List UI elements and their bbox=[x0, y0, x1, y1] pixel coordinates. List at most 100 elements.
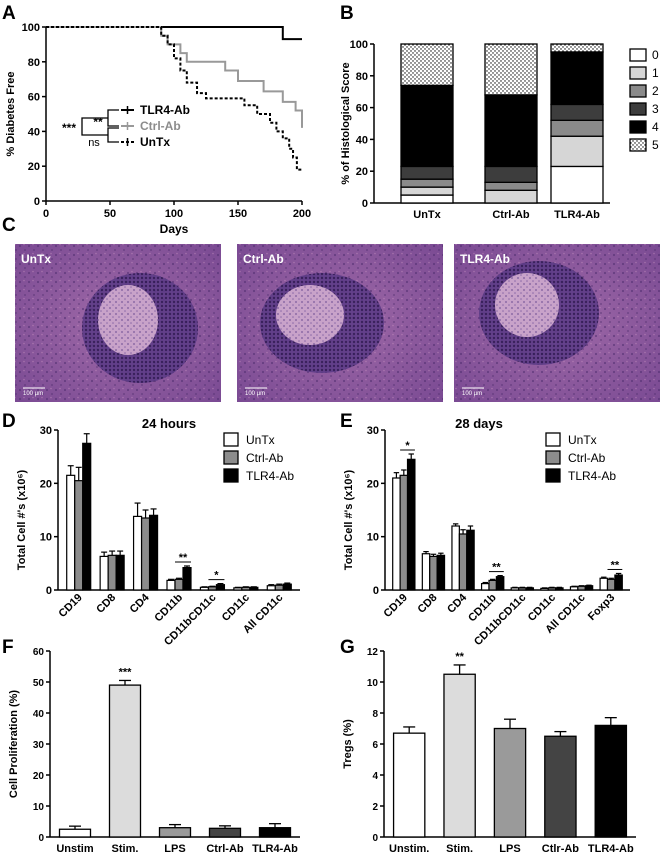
legend-label: UnTx bbox=[568, 433, 597, 447]
legend-swatch bbox=[629, 102, 647, 116]
x-tick-label: Stim. bbox=[112, 843, 139, 853]
legend-swatch bbox=[545, 468, 561, 483]
bar bbox=[215, 584, 226, 591]
panel-letter-F: F bbox=[2, 637, 14, 658]
legend-swatch bbox=[223, 432, 239, 447]
bar-segment bbox=[400, 84, 454, 168]
legend-swatch bbox=[629, 138, 647, 152]
bar bbox=[614, 574, 623, 591]
y-tick-label: 20 bbox=[356, 166, 368, 178]
y-tick-label: 0 bbox=[34, 196, 40, 208]
y-tick-label: 0 bbox=[38, 833, 44, 844]
sig-label: ** bbox=[492, 562, 501, 574]
bar bbox=[58, 828, 92, 838]
bar bbox=[199, 586, 210, 591]
legend-label: Ctrl-Ab bbox=[140, 119, 181, 133]
bar bbox=[174, 578, 184, 591]
bar-segment bbox=[550, 103, 604, 121]
bar-segment bbox=[484, 165, 538, 183]
bar bbox=[241, 586, 251, 591]
y-tick-label: 20 bbox=[367, 478, 379, 490]
bar bbox=[166, 579, 176, 591]
legend-label: TLR4-Ab bbox=[140, 103, 190, 117]
y-tick-label: 10 bbox=[33, 802, 45, 813]
x-tick-label: CD4 bbox=[128, 591, 153, 616]
y-tick-label: 20 bbox=[33, 771, 45, 782]
bar-segment bbox=[484, 189, 538, 204]
bar bbox=[108, 684, 142, 838]
panel-letter-G: G bbox=[340, 637, 355, 658]
legend-label: TLR4-Ab bbox=[568, 469, 616, 483]
micrograph-label: Ctrl-Ab bbox=[243, 252, 284, 266]
y-tick-label: 80 bbox=[28, 57, 40, 69]
y-tick-label: 4 bbox=[372, 771, 378, 782]
legend-label: UnTx bbox=[140, 135, 170, 149]
y-tick-label: 0 bbox=[372, 833, 378, 844]
bar bbox=[249, 586, 259, 591]
x-tick-label: CD11c bbox=[220, 592, 252, 624]
panel-letter-A: A bbox=[2, 3, 16, 24]
bar bbox=[392, 477, 401, 591]
bar bbox=[577, 585, 586, 591]
bar bbox=[74, 480, 84, 591]
x-tick-label: UnTx bbox=[413, 209, 441, 221]
bar bbox=[584, 585, 594, 591]
bar bbox=[107, 554, 117, 591]
bar-segment bbox=[400, 194, 454, 204]
y-tick-label: 60 bbox=[356, 103, 368, 115]
bar-segment bbox=[400, 186, 454, 196]
sig-bracket bbox=[81, 117, 108, 136]
scale-bar-label: 100 µm bbox=[462, 391, 482, 397]
sig-bracket bbox=[107, 127, 119, 143]
x-tick-label: Ctlr-Ab bbox=[542, 843, 580, 853]
legend-label: 3 bbox=[652, 102, 659, 116]
y-tick-label: 30 bbox=[40, 425, 52, 437]
chart-title: 28 days bbox=[455, 416, 503, 431]
bar bbox=[158, 827, 192, 838]
bar-segment bbox=[484, 181, 538, 191]
bar-segment bbox=[400, 165, 454, 180]
y-tick-label: 20 bbox=[28, 161, 40, 173]
bar bbox=[392, 732, 426, 838]
y-axis-label: Total Cell #'s (x10⁶) bbox=[343, 469, 355, 570]
y-tick-label: 40 bbox=[28, 126, 40, 138]
x-tick-label: CD4 bbox=[445, 591, 470, 616]
x-tick-label: TLR4-Ab bbox=[252, 843, 298, 853]
y-tick-label: 10 bbox=[40, 532, 52, 544]
panel-f-chart: 0 10 20 30 40 50 60 Cell Proliferation (%) Unsti… bbox=[8, 647, 300, 853]
sig-label: ** bbox=[611, 559, 620, 571]
legend-swatch bbox=[629, 84, 647, 98]
legend-label: Ctrl-Ab bbox=[568, 451, 606, 465]
sig-label: * bbox=[214, 570, 219, 582]
bar bbox=[547, 587, 557, 591]
x-tick-label: Unstim bbox=[56, 843, 94, 853]
islet bbox=[495, 273, 559, 337]
x-tick-label: TLR4-Ab bbox=[554, 209, 600, 221]
bar bbox=[258, 827, 292, 838]
panel-letter-C: C bbox=[2, 215, 16, 236]
x-tick-label: 50 bbox=[104, 208, 116, 220]
bar bbox=[421, 553, 431, 591]
y-axis-label: Tregs (%) bbox=[342, 719, 354, 769]
x-tick-label: CD11b bbox=[152, 591, 185, 624]
bar-segment bbox=[550, 165, 604, 204]
legend-label: 5 bbox=[652, 138, 659, 152]
bar bbox=[115, 554, 125, 591]
scale-bar-label: 100 µm bbox=[23, 391, 43, 397]
legend-label: 0 bbox=[652, 48, 659, 62]
bar bbox=[466, 529, 475, 591]
legend-label: Ctrl-Ab bbox=[246, 451, 284, 465]
y-tick-label: 2 bbox=[372, 802, 378, 813]
sig-label: * bbox=[405, 440, 410, 452]
legend: 0 1 2 3 4 5 bbox=[629, 48, 659, 152]
legend-swatch bbox=[629, 120, 647, 134]
y-tick-label: 40 bbox=[33, 709, 45, 720]
bar bbox=[555, 587, 564, 591]
legend-label: TLR4-Ab bbox=[246, 469, 294, 483]
legend-swatch bbox=[545, 450, 561, 465]
x-tick-label: LPS bbox=[164, 843, 185, 853]
sig-bracket bbox=[107, 109, 119, 127]
x-tick-label: TLR4-Ab bbox=[588, 843, 634, 853]
